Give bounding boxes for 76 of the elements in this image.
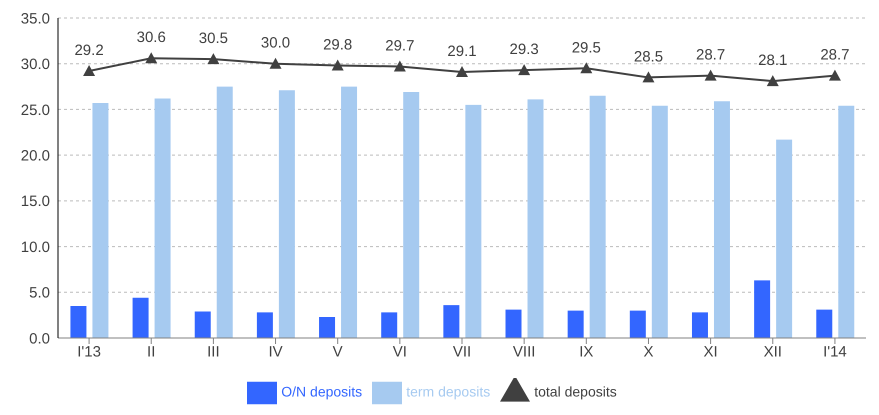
bar (630, 310, 646, 338)
bar (776, 140, 792, 338)
data-label: 28.7 (696, 46, 726, 64)
legend-label: term deposits (406, 384, 490, 400)
y-tick-label: 20.0 (20, 147, 50, 164)
point (207, 53, 220, 64)
point (828, 70, 841, 81)
y-tick-label: 5.0 (29, 284, 50, 302)
x-tick-label: II (147, 344, 156, 361)
point (145, 52, 158, 64)
data-label: 29.7 (385, 37, 414, 54)
data-label: 29.1 (447, 42, 477, 60)
bar (341, 86, 358, 338)
x-tick-label: X (643, 344, 654, 361)
bar (278, 90, 295, 338)
x-tick-label: IV (268, 344, 283, 361)
point (394, 60, 406, 72)
bar (403, 92, 420, 338)
x-tick-label: VIII (512, 344, 536, 361)
point (580, 62, 592, 74)
x-tick-label: I'13 (77, 344, 101, 361)
bar (838, 106, 854, 338)
bar (528, 99, 544, 338)
bar (816, 310, 832, 338)
x-tick-label: XII (764, 344, 782, 361)
x-tick-label: I'14 (823, 344, 847, 361)
bar (465, 104, 482, 338)
point (766, 75, 779, 86)
point (270, 58, 282, 69)
x-tick-label: XI (704, 344, 718, 361)
bar (443, 305, 460, 338)
bar (652, 106, 668, 338)
data-label: 29.8 (323, 36, 352, 54)
point (642, 71, 654, 82)
point (332, 60, 344, 71)
point (518, 64, 530, 76)
y-tick-label: 10.0 (20, 238, 50, 256)
legend-label: total deposits (534, 384, 617, 400)
point (704, 70, 717, 81)
x-tick-label: III (207, 344, 220, 361)
bar (194, 311, 211, 338)
bar (714, 101, 730, 338)
y-tick-label: 35.0 (20, 10, 50, 28)
bar (568, 310, 584, 338)
data-label: 28.7 (820, 46, 850, 64)
data-label: 29.5 (572, 39, 601, 56)
data-label: 30.5 (198, 30, 228, 48)
bar (154, 98, 171, 338)
bar (92, 103, 108, 338)
data-label: 28.5 (634, 48, 664, 66)
data-label: 30.0 (260, 34, 290, 52)
data-label: 30.6 (136, 29, 166, 46)
x-tick-label: VI (392, 344, 407, 361)
bar (132, 298, 149, 338)
bar (692, 312, 708, 338)
x-tick-label: VII (452, 344, 472, 361)
bar (319, 316, 336, 338)
y-tick-label: 25.0 (20, 102, 50, 119)
bar (590, 96, 606, 338)
x-tick-label: IX (579, 344, 594, 361)
bar (381, 312, 398, 338)
bar (506, 310, 522, 338)
bar (70, 306, 86, 338)
bar (754, 280, 770, 338)
bar (216, 86, 233, 338)
legend-label: O/N deposits (281, 384, 362, 400)
x-tick-label: V (332, 344, 343, 361)
y-tick-label: 0.0 (29, 330, 50, 348)
point (83, 65, 96, 76)
y-tick-label: 30.0 (20, 56, 50, 74)
bar (256, 312, 273, 338)
data-label: 28.1 (758, 52, 788, 70)
data-label: 29.3 (510, 41, 539, 58)
y-tick-label: 15.0 (20, 193, 50, 210)
data-label: 29.2 (74, 42, 104, 60)
point (456, 66, 468, 77)
